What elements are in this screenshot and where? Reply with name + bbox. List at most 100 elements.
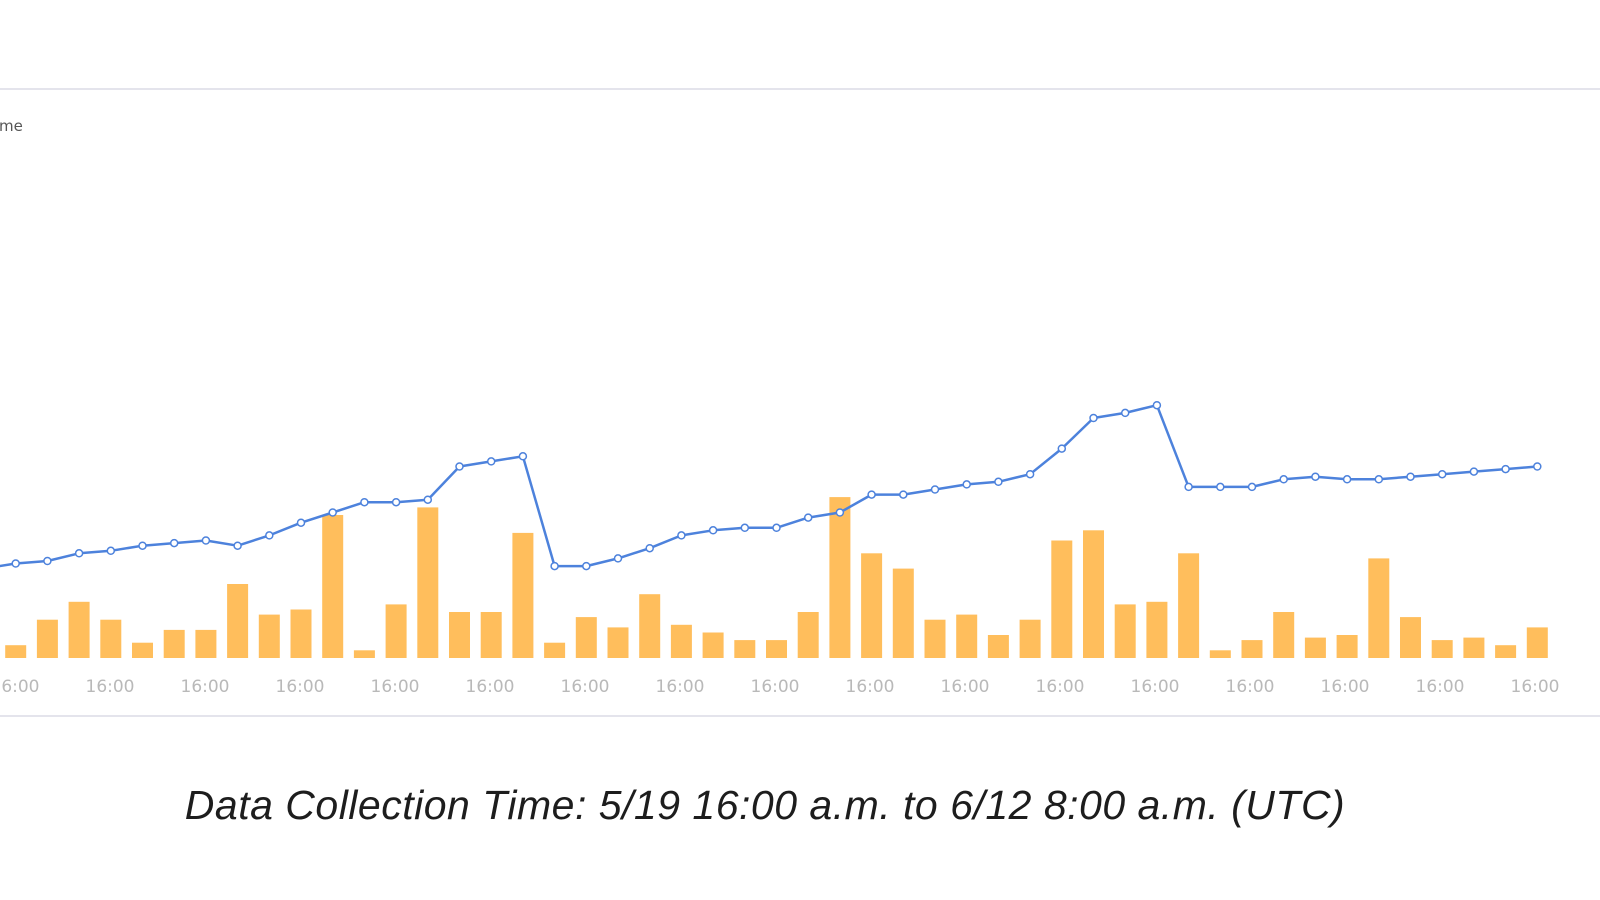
line-point-3 — [74, 549, 84, 558]
bar-27 — [829, 497, 851, 658]
line-point-23 — [708, 526, 718, 535]
bar-47 — [1463, 637, 1485, 658]
line-point-37 — [1152, 400, 1162, 410]
bar-49 — [1526, 627, 1548, 658]
line-point-18 — [550, 561, 559, 571]
bar-10 — [290, 609, 312, 658]
x-tick-label-2: 16:00 — [181, 677, 230, 697]
bar-3 — [68, 601, 90, 658]
bar-7 — [195, 629, 217, 658]
x-tick-label-15: 16:00 — [1416, 677, 1465, 697]
line-point-12 — [360, 497, 369, 507]
x-tick-label-13: 16:00 — [1226, 677, 1275, 697]
line-point-36 — [1120, 408, 1130, 418]
bar-19 — [575, 617, 597, 658]
line-point-27 — [835, 508, 845, 517]
line-point-2 — [43, 556, 52, 566]
x-tick-label-1: 16:00 — [86, 677, 135, 697]
bar-30 — [924, 619, 946, 658]
line-point-45 — [1406, 472, 1415, 481]
line-point-20 — [613, 554, 623, 563]
line-point-15 — [455, 462, 464, 471]
line-point-32 — [994, 477, 1003, 487]
bar-39 — [1209, 650, 1231, 658]
bar-22 — [670, 624, 692, 658]
bar-2 — [36, 619, 58, 658]
bar-6 — [163, 629, 185, 658]
line-point-5 — [138, 541, 147, 550]
x-tick-label-9: 16:00 — [846, 677, 895, 697]
bar-23 — [702, 632, 724, 658]
combo-chart: me 16:0016:0016:0016:0016:0016:0016:0016… — [0, 88, 1600, 717]
line-point-24 — [740, 523, 750, 533]
bar-28 — [861, 553, 883, 658]
x-tick-label-6: 16:00 — [561, 677, 610, 697]
bar-29 — [892, 568, 914, 658]
bar-37 — [1146, 601, 1168, 658]
x-tick-label-4: 16:00 — [371, 677, 420, 697]
line-point-33 — [1025, 469, 1035, 479]
bar-45 — [1400, 617, 1421, 658]
line-point-41 — [1279, 475, 1288, 484]
bar-42 — [1304, 637, 1326, 658]
bar-4 — [100, 619, 122, 658]
bar-18 — [544, 642, 566, 658]
line-point-46 — [1437, 469, 1447, 479]
bar-35 — [1083, 530, 1104, 658]
x-tick-label-3: 16:00 — [276, 677, 325, 697]
bar-21 — [639, 594, 661, 658]
line-point-47 — [1469, 467, 1479, 476]
bar-25 — [766, 640, 787, 658]
bar-1 — [5, 645, 27, 658]
line-point-10 — [296, 518, 306, 527]
bar-14 — [417, 507, 439, 658]
bar-12 — [353, 650, 375, 658]
x-axis-ticks: 16:00 16:00 16:00 16:00 16:00 16:00 16:00 16:00… — [0, 677, 1560, 697]
bar-43 — [1336, 635, 1358, 658]
line-point-39 — [1216, 482, 1225, 492]
line-series — [0, 403, 1538, 568]
line-point-14 — [423, 495, 433, 504]
chart-panel: me 16:0016:0016:0016:0016:0016:0016:0016… — [0, 88, 1600, 717]
bar-44 — [1368, 558, 1390, 658]
bar-24 — [734, 640, 756, 658]
line-point-44 — [1374, 475, 1384, 484]
line-point-16 — [486, 457, 496, 466]
line-point-30 — [930, 485, 940, 494]
line-point-43 — [1342, 475, 1352, 484]
bar-9 — [258, 614, 280, 658]
line-point-6 — [169, 538, 179, 548]
line-point-13 — [391, 497, 401, 507]
bar-38 — [1178, 553, 1200, 658]
x-tick-label-11: 16:00 — [1036, 677, 1085, 697]
line-point-9 — [265, 531, 274, 540]
bar-48 — [1495, 645, 1517, 658]
line-point-8 — [233, 541, 242, 550]
bars-layer — [5, 497, 1548, 658]
x-tick-label-8: 16:00 — [751, 677, 800, 697]
line-layer — [0, 400, 1542, 571]
legend-label: me — [0, 117, 23, 135]
line-point-28 — [867, 490, 876, 499]
line-point-29 — [899, 490, 908, 499]
bar-34 — [1051, 540, 1073, 658]
bar-8 — [227, 584, 249, 658]
bar-41 — [1273, 612, 1295, 658]
line-point-19 — [582, 561, 591, 571]
line-point-40 — [1247, 482, 1257, 492]
line-point-38 — [1184, 482, 1193, 492]
line-point-4 — [106, 546, 116, 556]
line-point-1 — [11, 559, 20, 568]
bar-20 — [607, 627, 629, 658]
line-point-31 — [962, 480, 971, 489]
bar-5 — [132, 642, 153, 658]
bar-33 — [1019, 619, 1041, 658]
line-point-48 — [1501, 464, 1510, 474]
data-collection-caption: Data Collection Time: 5/19 16:00 a.m. to… — [184, 782, 1346, 828]
line-point-49 — [1533, 462, 1542, 471]
line-point-35 — [1089, 413, 1098, 423]
line-point-25 — [772, 523, 781, 533]
bar-26 — [797, 612, 819, 658]
line-point-22 — [677, 531, 686, 540]
line-point-34 — [1057, 444, 1067, 453]
